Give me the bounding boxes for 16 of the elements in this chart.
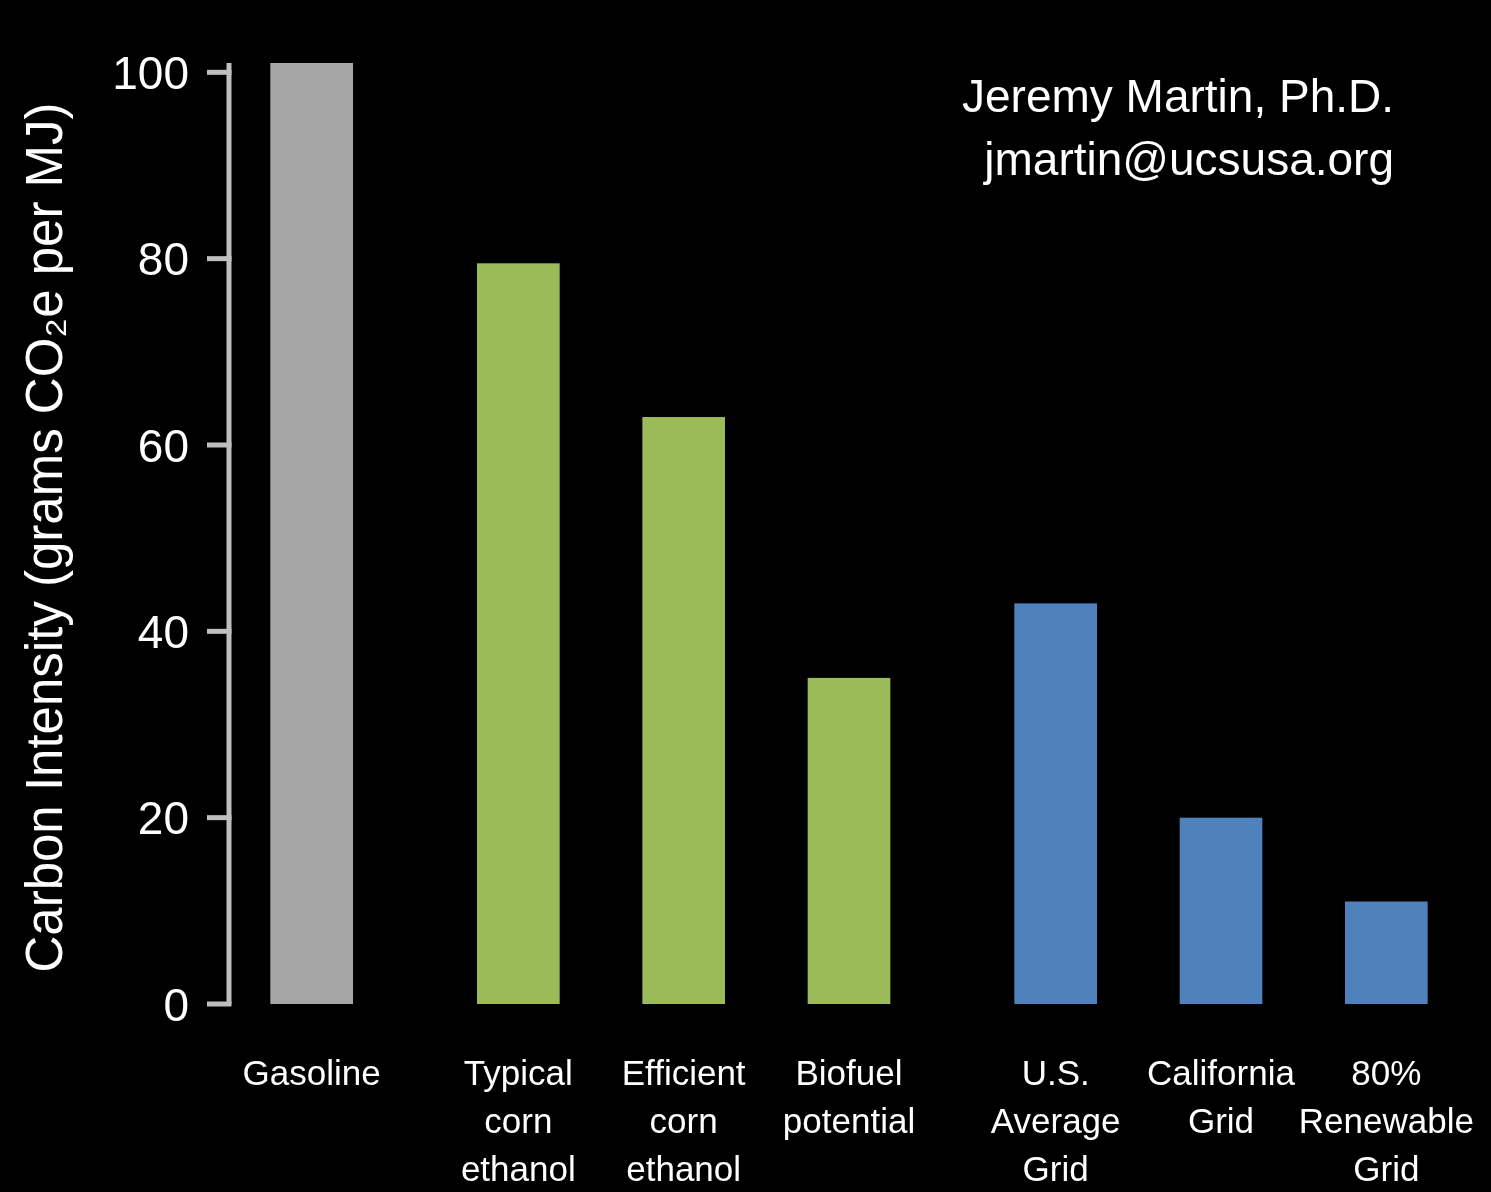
y-axis-title: Carbon Intensity (grams CO₂e per MJ)	[16, 102, 73, 973]
x-tick-label: Biofuel potential	[782, 1053, 916, 1140]
x-tick-label: Gasoline	[242, 1053, 381, 1092]
y-tick-label: 80	[137, 233, 189, 286]
y-tick-label: 60	[137, 419, 189, 472]
y-tick-label: 20	[137, 792, 189, 845]
x-tick-label: Efficient corn ethanol	[621, 1053, 746, 1188]
x-tick-label: 80% Renewable Grid	[1298, 1053, 1474, 1188]
annotation: Jeremy Martin, Ph.D.	[962, 70, 1394, 122]
x-tick-label: California Grid	[1147, 1053, 1296, 1140]
y-tick-label: 40	[137, 605, 189, 658]
y-tick-label: 0	[163, 978, 189, 1031]
x-tick-label: Typical corn ethanol	[460, 1053, 576, 1188]
y-tick-label: 100	[112, 46, 189, 99]
x-tick-label: U.S. Average Grid	[990, 1053, 1121, 1188]
annotation: jmartin@ucsusa.org	[982, 133, 1394, 185]
